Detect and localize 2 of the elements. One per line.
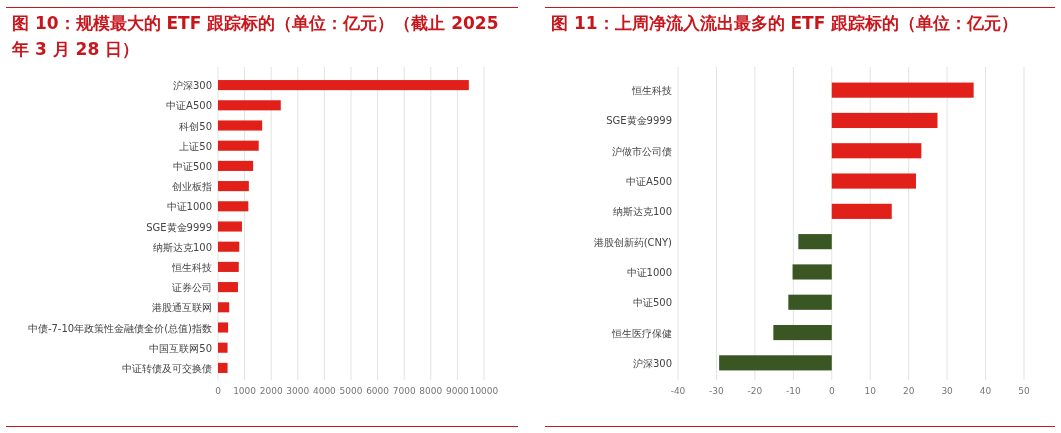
chart-title: 图 11：上周净流入流出最多的 ETF 跟踪标的（单位：亿元）: [551, 12, 1020, 35]
chart-title: 图 10：规模最大的 ETF 跟踪标的（单位：亿元）（截止 2025 年 3 月 28 日）: [12, 12, 500, 61]
